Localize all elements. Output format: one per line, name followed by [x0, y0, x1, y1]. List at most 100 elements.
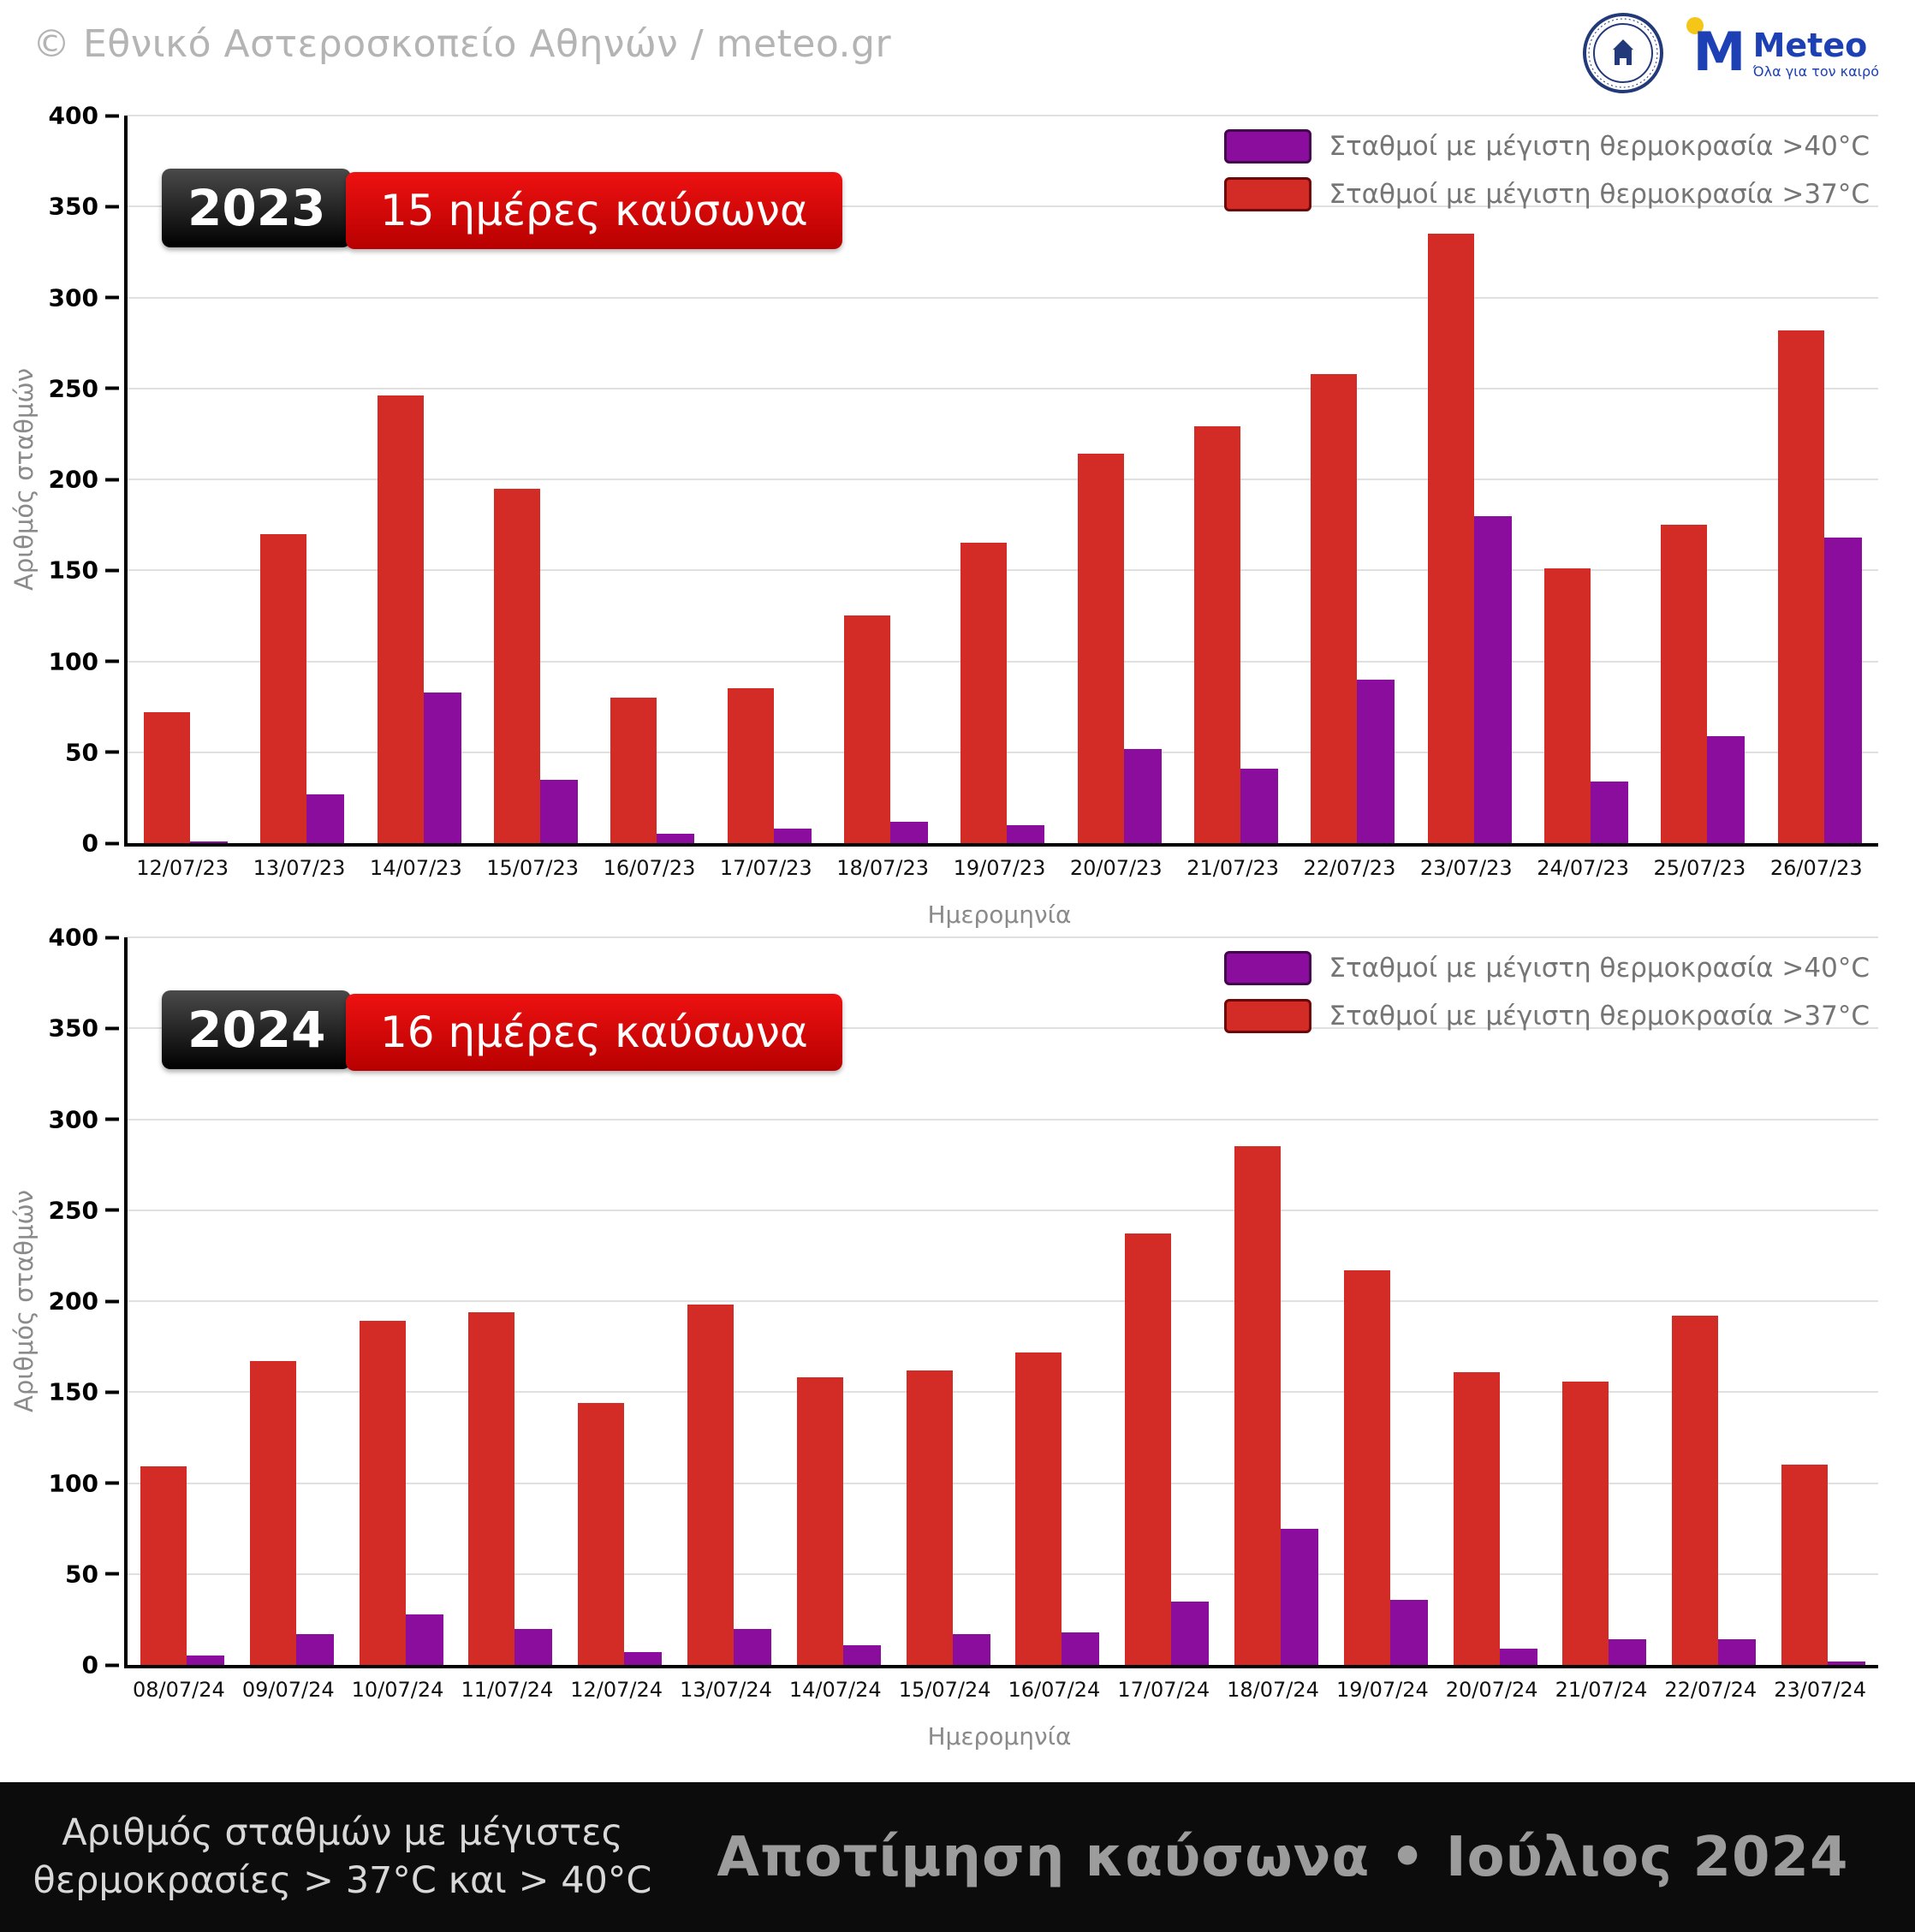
x-tick-label: 19/07/24: [1335, 1678, 1429, 1702]
bar-group-14/07/24: [784, 937, 894, 1665]
x-tick-label: 22/07/24: [1664, 1678, 1757, 1702]
gridline: [128, 1482, 1878, 1484]
chart-2024: Αριθμός σταθμών 0 50 100 150 200 250 300 350 400…: [0, 924, 1915, 1751]
bar-gt40: [514, 1628, 553, 1665]
bar-gt37: [1194, 426, 1241, 843]
bar-group-24/07/23: [1528, 116, 1644, 843]
bar-gt40: [1499, 1648, 1537, 1665]
bar-gt40: [540, 779, 579, 843]
y-axis-ticks: 0 50 100 150 200 250 300 350 400: [0, 924, 121, 1679]
footer-description-line1: Αριθμός σταθμών με μέγιστες: [62, 1811, 623, 1855]
bar-gt37: [1777, 330, 1824, 843]
observatory-seal-icon: [1582, 13, 1663, 93]
footer-description: Αριθμός σταθμών με μέγιστες θερμοκρασίες…: [0, 1810, 685, 1904]
x-axis-title: Ημερομηνία: [927, 901, 1072, 929]
x-tick-label: 21/07/23: [1186, 856, 1280, 880]
meteo-logo-tagline: Όλα για τον καιρό: [1752, 62, 1879, 80]
bar-gt37: [144, 712, 191, 843]
x-tick-label: 14/07/23: [369, 856, 462, 880]
y-tick-label: 200: [48, 465, 98, 494]
bar-gt40: [1591, 781, 1629, 843]
bar-gt40: [186, 1656, 224, 1665]
bar-gt37: [468, 1311, 515, 1665]
bar-gt40: [423, 692, 461, 843]
y-tick-label: 150: [48, 1377, 98, 1406]
x-tick-label: 25/07/23: [1653, 856, 1746, 880]
bar-gt37: [1781, 1465, 1829, 1665]
meteo-logo: M Meteo Όλα για τον καιρό: [1686, 12, 1879, 84]
y-axis-ticks: 0 50 100 150 200 250 300 350 400: [0, 102, 121, 858]
gridline: [128, 1209, 1878, 1211]
gridline: [128, 296, 1878, 299]
gridline: [128, 205, 1878, 208]
bars: [128, 937, 1878, 1665]
legend-swatch-red: [1224, 177, 1312, 211]
x-tick-label: 17/07/24: [1117, 1678, 1210, 1702]
bar-gt40: [1171, 1601, 1210, 1665]
legend: Σταθμοί με μέγιστη θερμοκρασία >40°C Σταθ…: [1224, 129, 1870, 211]
bar-gt40: [1823, 538, 1862, 843]
bar-group-20/07/23: [1062, 116, 1178, 843]
bar-gt37: [1661, 525, 1708, 843]
x-tick-label: 18/07/23: [836, 856, 930, 880]
x-tick-label: 17/07/23: [719, 856, 812, 880]
bar-gt40: [306, 794, 345, 843]
bar-gt37: [1311, 373, 1358, 843]
chart-2023: Αριθμός σταθμών 0 50 100 150 200 250 300 350 400…: [0, 102, 1915, 929]
x-tick-label: 23/07/23: [1419, 856, 1513, 880]
y-tick-label: 0: [81, 1650, 98, 1679]
y-tick-label: 400: [48, 101, 98, 130]
bar-gt40: [733, 1628, 771, 1665]
bar-gt37: [960, 543, 1008, 843]
x-tick-label: 14/07/24: [788, 1678, 882, 1702]
legend-label: Σταθμοί με μέγιστη θερμοκρασία >40°C: [1329, 953, 1870, 984]
bar-gt40: [624, 1652, 663, 1665]
bar-gt37: [1343, 1269, 1390, 1665]
bar-group-21/07/23: [1178, 116, 1294, 843]
x-axis-labels: 12/07/23 13/07/23 14/07/23 15/07/23 16/07/23…: [124, 856, 1875, 880]
bar-gt37: [359, 1321, 406, 1665]
bar-gt37: [1427, 234, 1474, 843]
bar-group-09/07/24: [237, 937, 347, 1665]
year-badge: 2023: [162, 169, 352, 247]
bar-group-13/07/23: [244, 116, 360, 843]
bar-gt40: [295, 1633, 334, 1665]
x-tick-label: 13/07/24: [680, 1678, 772, 1702]
bar-gt37: [687, 1305, 734, 1665]
bar-gt40: [1240, 768, 1279, 843]
legend-swatch-purple: [1224, 129, 1312, 163]
plot-area: 2023 15 ημέρες καύσωνα Σταθμοί με μέγιστ…: [124, 115, 1878, 847]
bar-gt37: [1125, 1234, 1172, 1665]
year-badge: 2024: [162, 990, 352, 1069]
y-tick-label: 250: [48, 1196, 98, 1225]
gridline: [128, 479, 1878, 480]
copyright-text: © Εθνικό Αστεροσκοπείο Αθηνών / meteo.gr: [33, 22, 892, 66]
bar-gt37: [578, 1403, 625, 1665]
x-tick-label: 20/07/23: [1069, 856, 1163, 880]
bar-gt37: [1672, 1316, 1719, 1665]
heatwave-days-badge: 16 ημέρες καύσωνα: [346, 994, 842, 1071]
bar-group-25/07/23: [1644, 116, 1761, 843]
y-tick-label: 300: [48, 1105, 98, 1133]
x-tick-label: 22/07/23: [1303, 856, 1396, 880]
bar-gt37: [727, 688, 774, 843]
y-tick-label: 50: [65, 738, 98, 767]
bar-group-11/07/24: [455, 937, 565, 1665]
legend: Σταθμοί με μέγιστη θερμοκρασία >40°C Σταθ…: [1224, 951, 1870, 1033]
bar-gt40: [1123, 748, 1162, 843]
y-tick-label: 200: [48, 1287, 98, 1316]
meteo-m-glyph: M: [1692, 21, 1746, 83]
bar-group-22/07/23: [1294, 116, 1411, 843]
bar-gt40: [1389, 1599, 1428, 1665]
meteo-dot-icon: [1686, 17, 1704, 34]
x-tick-label: 16/07/23: [603, 856, 696, 880]
x-tick-label: 11/07/24: [461, 1678, 554, 1702]
bar-gt37: [610, 698, 657, 843]
y-tick-label: 150: [48, 556, 98, 585]
legend-label: Σταθμοί με μέγιστη θερμοκρασία >40°C: [1329, 131, 1870, 162]
y-tick-label: 0: [81, 829, 98, 858]
bar-gt37: [249, 1361, 296, 1665]
bar-group-12/07/23: [128, 116, 244, 843]
y-tick-label: 300: [48, 283, 98, 312]
